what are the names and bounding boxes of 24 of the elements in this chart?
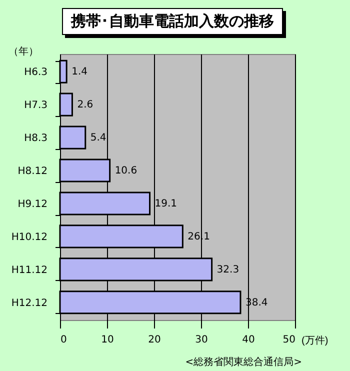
chart-title: 携帯･自動車電話加入数の推移 bbox=[62, 8, 283, 35]
text: <総務省関東総合通信局> bbox=[185, 356, 302, 369]
x-tick-label: 40 bbox=[242, 334, 255, 346]
x-axis-title: (万件) bbox=[302, 336, 328, 346]
data-label: 2.6 bbox=[77, 100, 94, 111]
data-label: 5.4 bbox=[90, 132, 106, 144]
data-label: 10.6 bbox=[114, 166, 138, 177]
y-tick-label: H7.3 bbox=[24, 100, 48, 112]
y-tick-label: H12.12 bbox=[11, 298, 48, 309]
y-tick-label: H9.12 bbox=[18, 198, 48, 210]
x-tick-label: 20 bbox=[148, 334, 161, 346]
y-tick-label: H10.12 bbox=[11, 232, 48, 243]
y-tick-label: H8.12 bbox=[18, 166, 48, 178]
data-label: 1.4 bbox=[72, 66, 88, 78]
y-tick-label: H11.12 bbox=[11, 264, 48, 276]
data-label: 32.3 bbox=[216, 264, 240, 276]
y-tick-label: H8.3 bbox=[24, 133, 48, 144]
y-axis-title: （年） bbox=[8, 46, 38, 58]
x-tick-label: 10 bbox=[101, 334, 114, 346]
x-tick-label: 0 bbox=[60, 334, 67, 346]
data-label: 19.1 bbox=[154, 198, 178, 210]
x-tick-label: 50 bbox=[282, 334, 296, 346]
y-tick-label: H6.3 bbox=[24, 67, 48, 78]
x-tick-label: 30 bbox=[195, 334, 208, 346]
